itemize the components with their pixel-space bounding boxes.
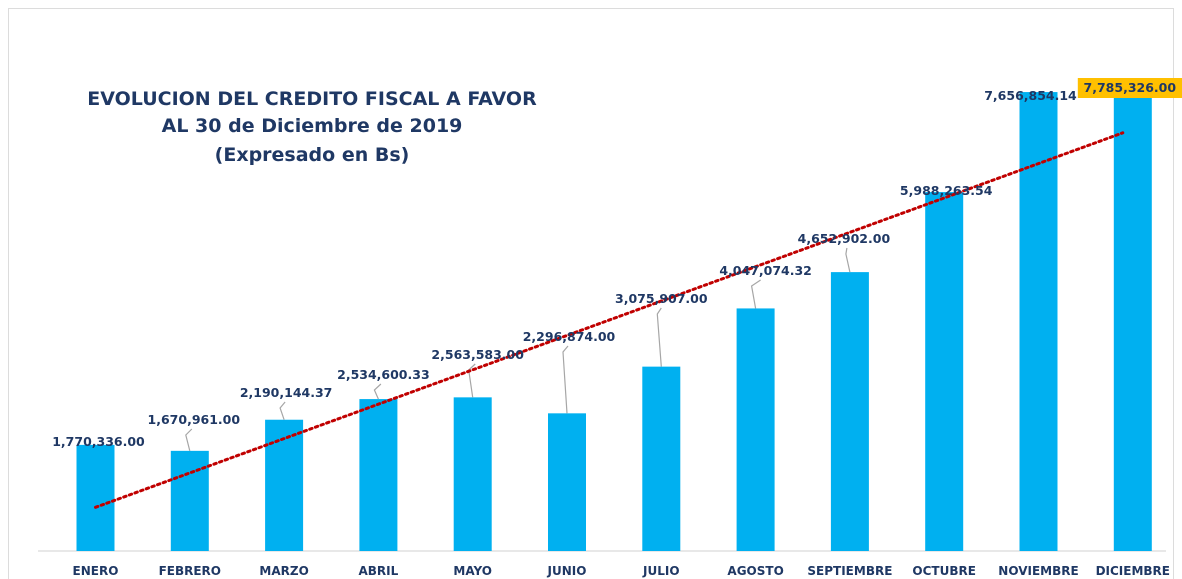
value-label-enero: 1,770,336.00 (52, 434, 145, 449)
chart-border-right (1173, 8, 1174, 579)
value-label-septiembre: 4,652,902.00 (798, 231, 891, 246)
value-label-mayo: 2,563,583.00 (431, 347, 524, 362)
category-label-octubre: OCTUBRE (912, 564, 976, 578)
category-label-noviembre: NOVIEMBRE (998, 564, 1078, 578)
chart-title-line-1: EVOLUCION DEL CREDITO FISCAL A FAVOR (87, 88, 537, 110)
leader-line-julio (656, 307, 662, 367)
bar-abril (359, 399, 398, 551)
category-label-septiembre: SEPTIEMBRE (807, 564, 892, 578)
bar-julio (642, 366, 681, 551)
category-label-junio: JUNIO (547, 564, 587, 578)
value-label-highlight (1077, 78, 1182, 98)
category-label-agosto: AGOSTO (727, 564, 783, 578)
leader-line-febrero (185, 428, 193, 451)
chart-border-top (8, 8, 1174, 9)
value-label-junio: 2,296,874.00 (523, 329, 616, 344)
bar-enero (76, 444, 115, 551)
bar-noviembre (1019, 92, 1058, 551)
chart-border-left (8, 8, 9, 579)
leader-line-marzo (279, 401, 286, 420)
category-label-marzo: MARZO (259, 564, 308, 578)
category-label-mayo: MAYO (453, 564, 492, 578)
chart-title-line-3: (Expresado en Bs) (214, 144, 410, 166)
value-label-marzo: 2,190,144.37 (240, 385, 333, 400)
leader-line-septiembre (845, 247, 851, 273)
trendline (94, 131, 1125, 509)
bar-octubre (925, 192, 964, 551)
value-label-abril: 2,534,600.33 (337, 367, 430, 382)
category-label-enero: ENERO (73, 564, 119, 578)
bar-septiembre (830, 272, 869, 551)
leader-line-junio (562, 345, 569, 414)
leader-line-agosto (750, 279, 761, 309)
value-label-agosto: 4,047,074.32 (719, 263, 812, 278)
bar-junio (548, 413, 586, 551)
category-label-diciembre: DICIEMBRE (1096, 564, 1170, 578)
value-label-noviembre: 7,656,854.14 (984, 88, 1077, 103)
category-label-abril: ABRIL (359, 564, 399, 578)
category-label-julio: JULIO (642, 564, 680, 578)
value-label-febrero: 1,670,961.00 (148, 412, 241, 427)
value-label-julio: 3,075,907.00 (615, 291, 708, 306)
value-label-octubre: 5,988,263.54 (900, 183, 993, 198)
bar-febrero (170, 450, 209, 551)
bar-agosto (736, 308, 775, 551)
value-label-diciembre: 7,785,326.00 (1084, 80, 1177, 95)
category-label-febrero: FEBRERO (159, 564, 221, 578)
leader-line-abril (373, 383, 382, 400)
chart-title-line-2: AL 30 de Diciembre de 2019 (161, 115, 463, 137)
bar-mayo (453, 397, 492, 551)
bar-diciembre (1113, 84, 1152, 552)
